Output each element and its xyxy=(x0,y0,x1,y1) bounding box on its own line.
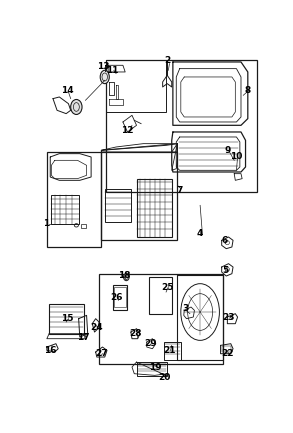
Text: 23: 23 xyxy=(222,313,235,322)
Bar xyxy=(137,362,167,376)
Bar xyxy=(49,304,84,334)
Bar xyxy=(106,60,166,112)
Bar xyxy=(99,274,223,364)
Bar xyxy=(81,224,86,228)
Bar xyxy=(47,152,101,247)
Text: 22: 22 xyxy=(221,349,234,358)
Text: 1: 1 xyxy=(42,219,49,228)
Ellipse shape xyxy=(123,273,129,281)
Text: 6: 6 xyxy=(222,236,228,245)
Text: 12: 12 xyxy=(121,126,134,135)
Text: 24: 24 xyxy=(91,323,103,332)
Text: 17: 17 xyxy=(77,333,89,342)
Bar xyxy=(113,285,127,310)
Text: 28: 28 xyxy=(129,329,142,338)
Bar xyxy=(222,346,231,352)
Text: 10: 10 xyxy=(230,152,243,162)
Bar xyxy=(105,189,131,222)
Text: 14: 14 xyxy=(61,86,74,95)
Text: 13: 13 xyxy=(97,62,110,71)
Text: 4: 4 xyxy=(197,229,203,238)
Text: 8: 8 xyxy=(245,86,251,95)
Text: 21: 21 xyxy=(163,346,176,355)
Bar xyxy=(114,287,126,307)
Text: 18: 18 xyxy=(118,271,130,280)
Text: 11: 11 xyxy=(106,66,119,75)
Bar xyxy=(137,179,172,237)
Text: 26: 26 xyxy=(110,293,122,301)
Text: 7: 7 xyxy=(176,186,183,195)
Text: 16: 16 xyxy=(44,346,57,355)
Text: 3: 3 xyxy=(182,304,188,313)
Text: 20: 20 xyxy=(159,372,171,381)
Ellipse shape xyxy=(100,70,109,84)
Text: 15: 15 xyxy=(61,314,74,323)
Bar xyxy=(164,342,181,360)
Bar xyxy=(106,60,257,192)
Bar xyxy=(101,152,177,240)
Bar xyxy=(149,277,172,313)
Text: 29: 29 xyxy=(144,339,156,348)
Ellipse shape xyxy=(71,100,82,114)
Text: 2: 2 xyxy=(164,56,170,65)
Bar xyxy=(51,195,79,224)
Text: 5: 5 xyxy=(222,266,228,275)
Text: 19: 19 xyxy=(149,362,162,372)
Text: 25: 25 xyxy=(161,282,173,291)
Text: 9: 9 xyxy=(224,146,231,155)
Text: 27: 27 xyxy=(95,349,108,358)
